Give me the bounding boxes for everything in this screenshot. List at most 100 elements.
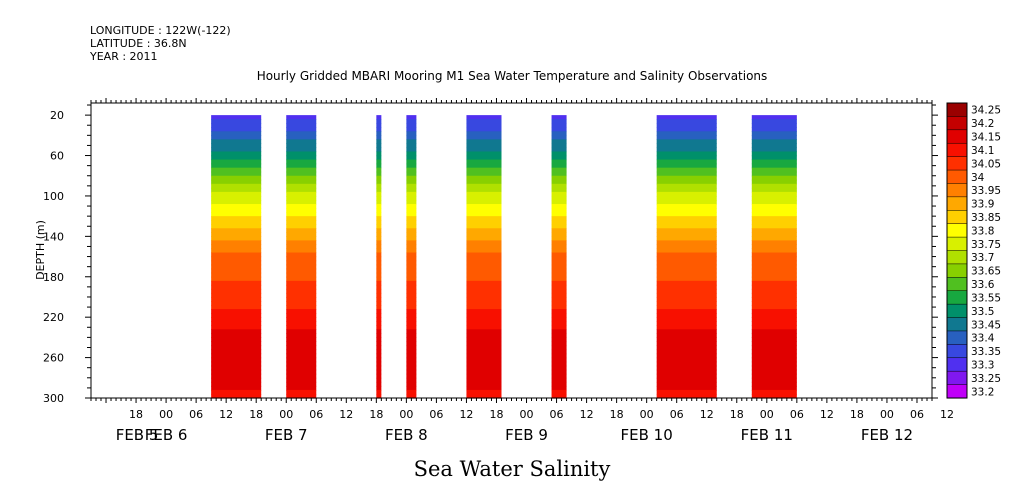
data-cell [376, 252, 382, 258]
data-cell [751, 313, 797, 318]
data-cell [376, 151, 382, 157]
data-cell [466, 224, 502, 229]
data-cell [751, 357, 797, 363]
colorbar-swatch [946, 317, 968, 332]
colorbar-swatch [946, 196, 968, 211]
data-cell [376, 341, 382, 347]
data-cell [211, 115, 262, 120]
data-cell [466, 236, 502, 241]
x-axis-label: Sea Water Salinity [414, 457, 611, 481]
colorbar-swatch [946, 303, 968, 319]
data-cell [406, 260, 417, 266]
data-cell [376, 305, 382, 310]
colorbar-label: 33.95 [971, 185, 1001, 197]
data-cell [211, 317, 262, 322]
data-cell [551, 264, 567, 270]
data-cell [211, 353, 262, 359]
data-cell [656, 349, 717, 355]
data-cell [286, 159, 317, 165]
data-cell [406, 333, 417, 338]
data-cell [286, 276, 317, 282]
colorbar-label: 34.25 [971, 105, 1001, 117]
x-day-label: FEB 5 [116, 426, 159, 444]
colorbar-label: 33.25 [971, 373, 1001, 385]
data-cell [376, 208, 382, 213]
data-cell [656, 333, 717, 338]
y-axis-label: DEPTH (m) [34, 220, 47, 280]
data-cell [751, 236, 797, 241]
data-cell [286, 208, 317, 213]
data-cell [466, 288, 502, 294]
data-cell [551, 268, 567, 274]
colorbar-label: 34 [971, 172, 985, 184]
data-cell [751, 365, 797, 371]
data-cell [376, 155, 382, 161]
data-cell [751, 252, 797, 258]
data-cell [466, 159, 502, 165]
data-cell [211, 349, 262, 355]
data-cell [286, 115, 317, 120]
data-cell [751, 272, 797, 278]
data-cell [286, 155, 317, 161]
data-cell [406, 301, 417, 306]
colorbar-label: 33.3 [971, 359, 994, 371]
data-cell [286, 260, 317, 266]
data-cell [211, 341, 262, 347]
data-cell [286, 361, 317, 367]
x-day-label: FEB 7 [265, 426, 308, 444]
data-cell [551, 357, 567, 363]
data-cell [211, 361, 262, 367]
data-cell [466, 240, 502, 246]
data-cell [751, 337, 797, 343]
data-cell [466, 393, 502, 399]
data-cell [551, 272, 567, 278]
data-cell [406, 361, 417, 367]
colorbar-label: 33.5 [971, 306, 994, 318]
data-cell [286, 195, 317, 201]
data-cell [376, 264, 382, 270]
y-tick-label: 60 [50, 150, 64, 163]
data-cell [286, 252, 317, 258]
data-cell [286, 280, 317, 286]
data-cell [376, 361, 382, 367]
data-cell [751, 224, 797, 229]
data-cell [211, 191, 262, 197]
data-cell [376, 127, 382, 132]
colorbar-label: 33.65 [971, 266, 1001, 278]
data-cell [551, 333, 567, 338]
data-cell [751, 256, 797, 262]
x-hour-tick-label: 00 [760, 408, 774, 421]
data-cell [656, 325, 717, 330]
x-hour-tick-label: 06 [670, 408, 684, 421]
data-cell [751, 393, 797, 399]
data-cell [551, 337, 567, 343]
data-cell [656, 377, 717, 383]
data-cell [406, 139, 417, 145]
data-cell [376, 135, 382, 140]
data-cell [211, 301, 262, 306]
data-cell [211, 337, 262, 343]
data-cell [406, 151, 417, 157]
data-cell [751, 131, 797, 136]
colorbar-label: 33.6 [971, 279, 995, 291]
colorbar-frame [946, 102, 968, 399]
data-cell [551, 248, 567, 254]
data-cell [211, 272, 262, 278]
data-cell [286, 393, 317, 399]
data-cell [211, 313, 262, 318]
data-cell [466, 296, 502, 302]
data-cell [211, 183, 262, 189]
data-cell [656, 256, 717, 262]
data-cell [751, 147, 797, 153]
data-cell [211, 212, 262, 217]
data-cell [406, 143, 417, 149]
data-cell [656, 345, 717, 351]
data-cell [406, 187, 417, 193]
data-cell [376, 353, 382, 359]
data-cell [656, 296, 717, 302]
data-cell [656, 175, 717, 181]
x-hour-tick-label: 06 [910, 408, 924, 421]
colorbar-label: 33.7 [971, 252, 994, 264]
data-cell [406, 353, 417, 359]
data-cell [751, 204, 797, 209]
